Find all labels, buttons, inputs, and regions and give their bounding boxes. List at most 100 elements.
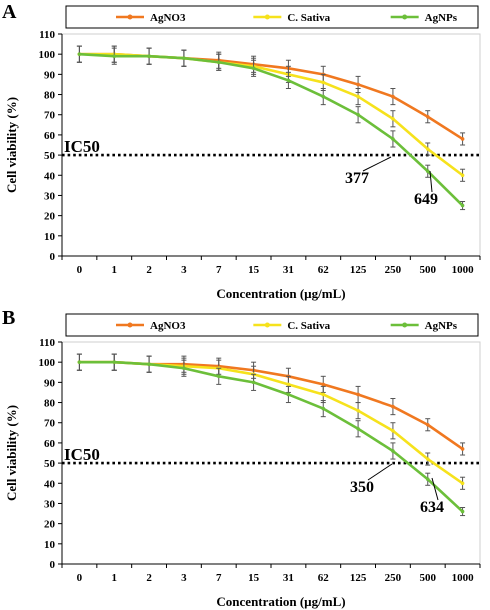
series-line <box>79 360 464 513</box>
y-tick-label: 90 <box>44 69 56 81</box>
data-point <box>391 116 395 121</box>
legend-marker <box>402 14 408 20</box>
series-agnps <box>76 353 466 517</box>
legend: AgNO3 C. Sativa AgNPs <box>65 313 479 337</box>
data-point <box>321 94 326 99</box>
y-tick-label: 30 <box>44 498 56 510</box>
data-point <box>460 173 465 178</box>
series-line <box>79 52 464 177</box>
x-tick-label: 3 <box>181 264 187 276</box>
data-point <box>77 360 82 364</box>
legend-entry: C. Sativa <box>287 12 330 24</box>
y-tick-label: 80 <box>44 90 56 102</box>
x-tick-label: 15 <box>248 572 260 584</box>
x-tick-label: 500 <box>420 264 437 276</box>
y-tick-label: 90 <box>44 377 56 389</box>
data-point <box>460 509 465 514</box>
data-point <box>460 481 465 486</box>
data-point <box>216 374 221 379</box>
ic50-label: IC50 <box>64 445 100 464</box>
data-point <box>425 147 430 151</box>
data-point <box>321 392 326 397</box>
data-point <box>182 366 186 371</box>
y-tick-label: 80 <box>44 398 56 410</box>
x-tick-label: 1000 <box>452 572 475 584</box>
y-tick-label: 50 <box>44 458 56 470</box>
legend-entry: AgNPs <box>425 12 458 24</box>
data-point <box>356 94 360 99</box>
data-point <box>251 380 256 385</box>
y-axis-title: Cell viability (%) <box>4 405 19 501</box>
data-point <box>147 54 151 58</box>
y-tick-label: 40 <box>44 170 56 182</box>
annotation-leader-line <box>362 156 392 172</box>
data-point <box>77 52 82 56</box>
legend-marker <box>264 14 270 20</box>
data-point <box>391 137 395 141</box>
x-tick-label: 62 <box>318 572 330 584</box>
annotation-label: 350 <box>350 479 374 496</box>
x-tick-label: 0 <box>77 572 83 584</box>
x-tick-label: 7 <box>216 264 222 276</box>
x-tick-label: 31 <box>283 572 294 584</box>
data-point <box>460 447 465 451</box>
series-agno3 <box>76 353 466 456</box>
data-point <box>460 203 465 208</box>
y-tick-label: 100 <box>39 49 56 61</box>
annotation-leader-line <box>429 170 433 193</box>
y-axis-title: Cell viability (%) <box>4 97 19 193</box>
legend-entry: AgNPs <box>425 320 458 332</box>
legend-entry: AgNO3 <box>150 12 186 24</box>
y-tick-label: 0 <box>50 559 56 571</box>
y-tick-label: 0 <box>50 251 56 263</box>
ic50-label: IC50 <box>64 137 100 156</box>
data-point <box>391 404 395 409</box>
data-point <box>112 54 117 58</box>
y-tick-label: 50 <box>44 150 56 162</box>
y-tick-label: 20 <box>44 211 56 223</box>
data-point <box>147 362 151 367</box>
x-tick-label: 0 <box>77 264 83 276</box>
y-tick-label: 110 <box>39 337 55 349</box>
y-tick-label: 30 <box>44 190 56 202</box>
x-axis-title: Concentration (µg/mL) <box>216 286 345 301</box>
x-tick-label: 1000 <box>452 264 475 276</box>
legend-entry: AgNO3 <box>150 320 186 332</box>
y-tick-label: 60 <box>44 438 56 450</box>
chart-panel-a: A 0 10 20 30 40 50 60 70 80 90 100 110 0 1 2 3 7 15 31 62 125… <box>2 1 481 301</box>
data-point <box>425 422 430 427</box>
data-point <box>286 78 291 83</box>
data-point <box>460 137 465 141</box>
y-tick-label: 10 <box>44 539 56 551</box>
legend-marker <box>127 322 133 328</box>
y-tick-label: 70 <box>44 418 56 430</box>
annotation-label: 649 <box>414 191 438 208</box>
data-point <box>425 457 430 461</box>
x-tick-label: 2 <box>146 572 152 584</box>
data-point <box>391 449 395 453</box>
data-point <box>356 426 360 431</box>
data-point <box>356 82 360 87</box>
data-point <box>425 114 430 119</box>
x-axis-title: Concentration (µg/mL) <box>216 594 345 609</box>
data-point <box>182 56 186 61</box>
data-point <box>356 408 360 413</box>
data-point <box>356 392 360 397</box>
series-agnps <box>76 45 466 211</box>
y-tick-label: 100 <box>39 357 56 369</box>
annotation-label: 377 <box>345 170 369 187</box>
data-point <box>216 60 221 65</box>
x-tick-label: 7 <box>216 572 222 584</box>
data-point <box>321 382 326 387</box>
data-point <box>391 429 395 433</box>
annotation-leader-line <box>367 463 393 481</box>
data-point <box>286 392 291 397</box>
data-point <box>391 94 395 99</box>
x-tick-label: 500 <box>420 572 437 584</box>
data-point <box>321 406 326 411</box>
data-point <box>251 66 256 71</box>
plot-area <box>61 341 481 565</box>
legend-marker <box>264 322 270 328</box>
x-tick-label: 3 <box>181 572 187 584</box>
